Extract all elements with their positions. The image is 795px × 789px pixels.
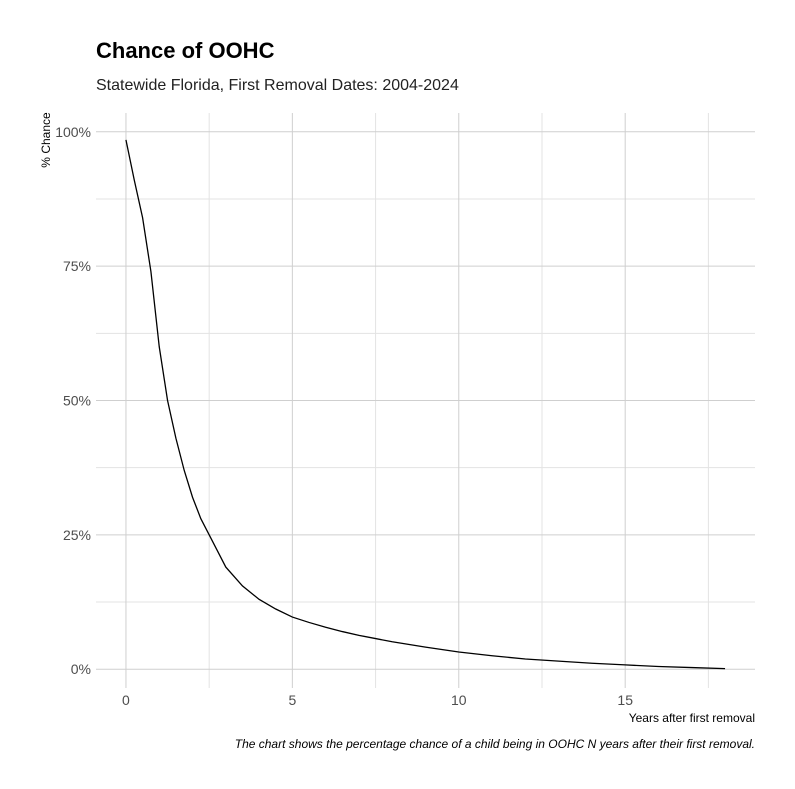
tick-labels: 0% 25% 50% 75% 100% 0 5 10 15 xyxy=(55,124,633,708)
x-tick-label: 15 xyxy=(617,692,633,708)
y-tick-label: 0% xyxy=(71,661,91,677)
y-tick-label: 25% xyxy=(63,527,91,543)
y-axis-label: % Chance xyxy=(39,112,53,168)
series-layer xyxy=(125,139,726,670)
grid xyxy=(96,113,755,688)
chart-subtitle: Statewide Florida, First Removal Dates: … xyxy=(96,77,459,94)
series-line xyxy=(125,139,726,670)
y-tick-label: 75% xyxy=(63,258,91,274)
y-tick-label: 100% xyxy=(55,124,91,140)
x-tick-label: 5 xyxy=(288,692,296,708)
x-tick-label: 10 xyxy=(451,692,467,708)
y-tick-label: 50% xyxy=(63,393,91,409)
chart-title: Chance of OOHC xyxy=(96,38,275,63)
x-axis-label: Years after first removal xyxy=(629,711,755,725)
x-tick-label: 0 xyxy=(122,692,130,708)
chart-caption: The chart shows the percentage chance of… xyxy=(235,737,755,751)
